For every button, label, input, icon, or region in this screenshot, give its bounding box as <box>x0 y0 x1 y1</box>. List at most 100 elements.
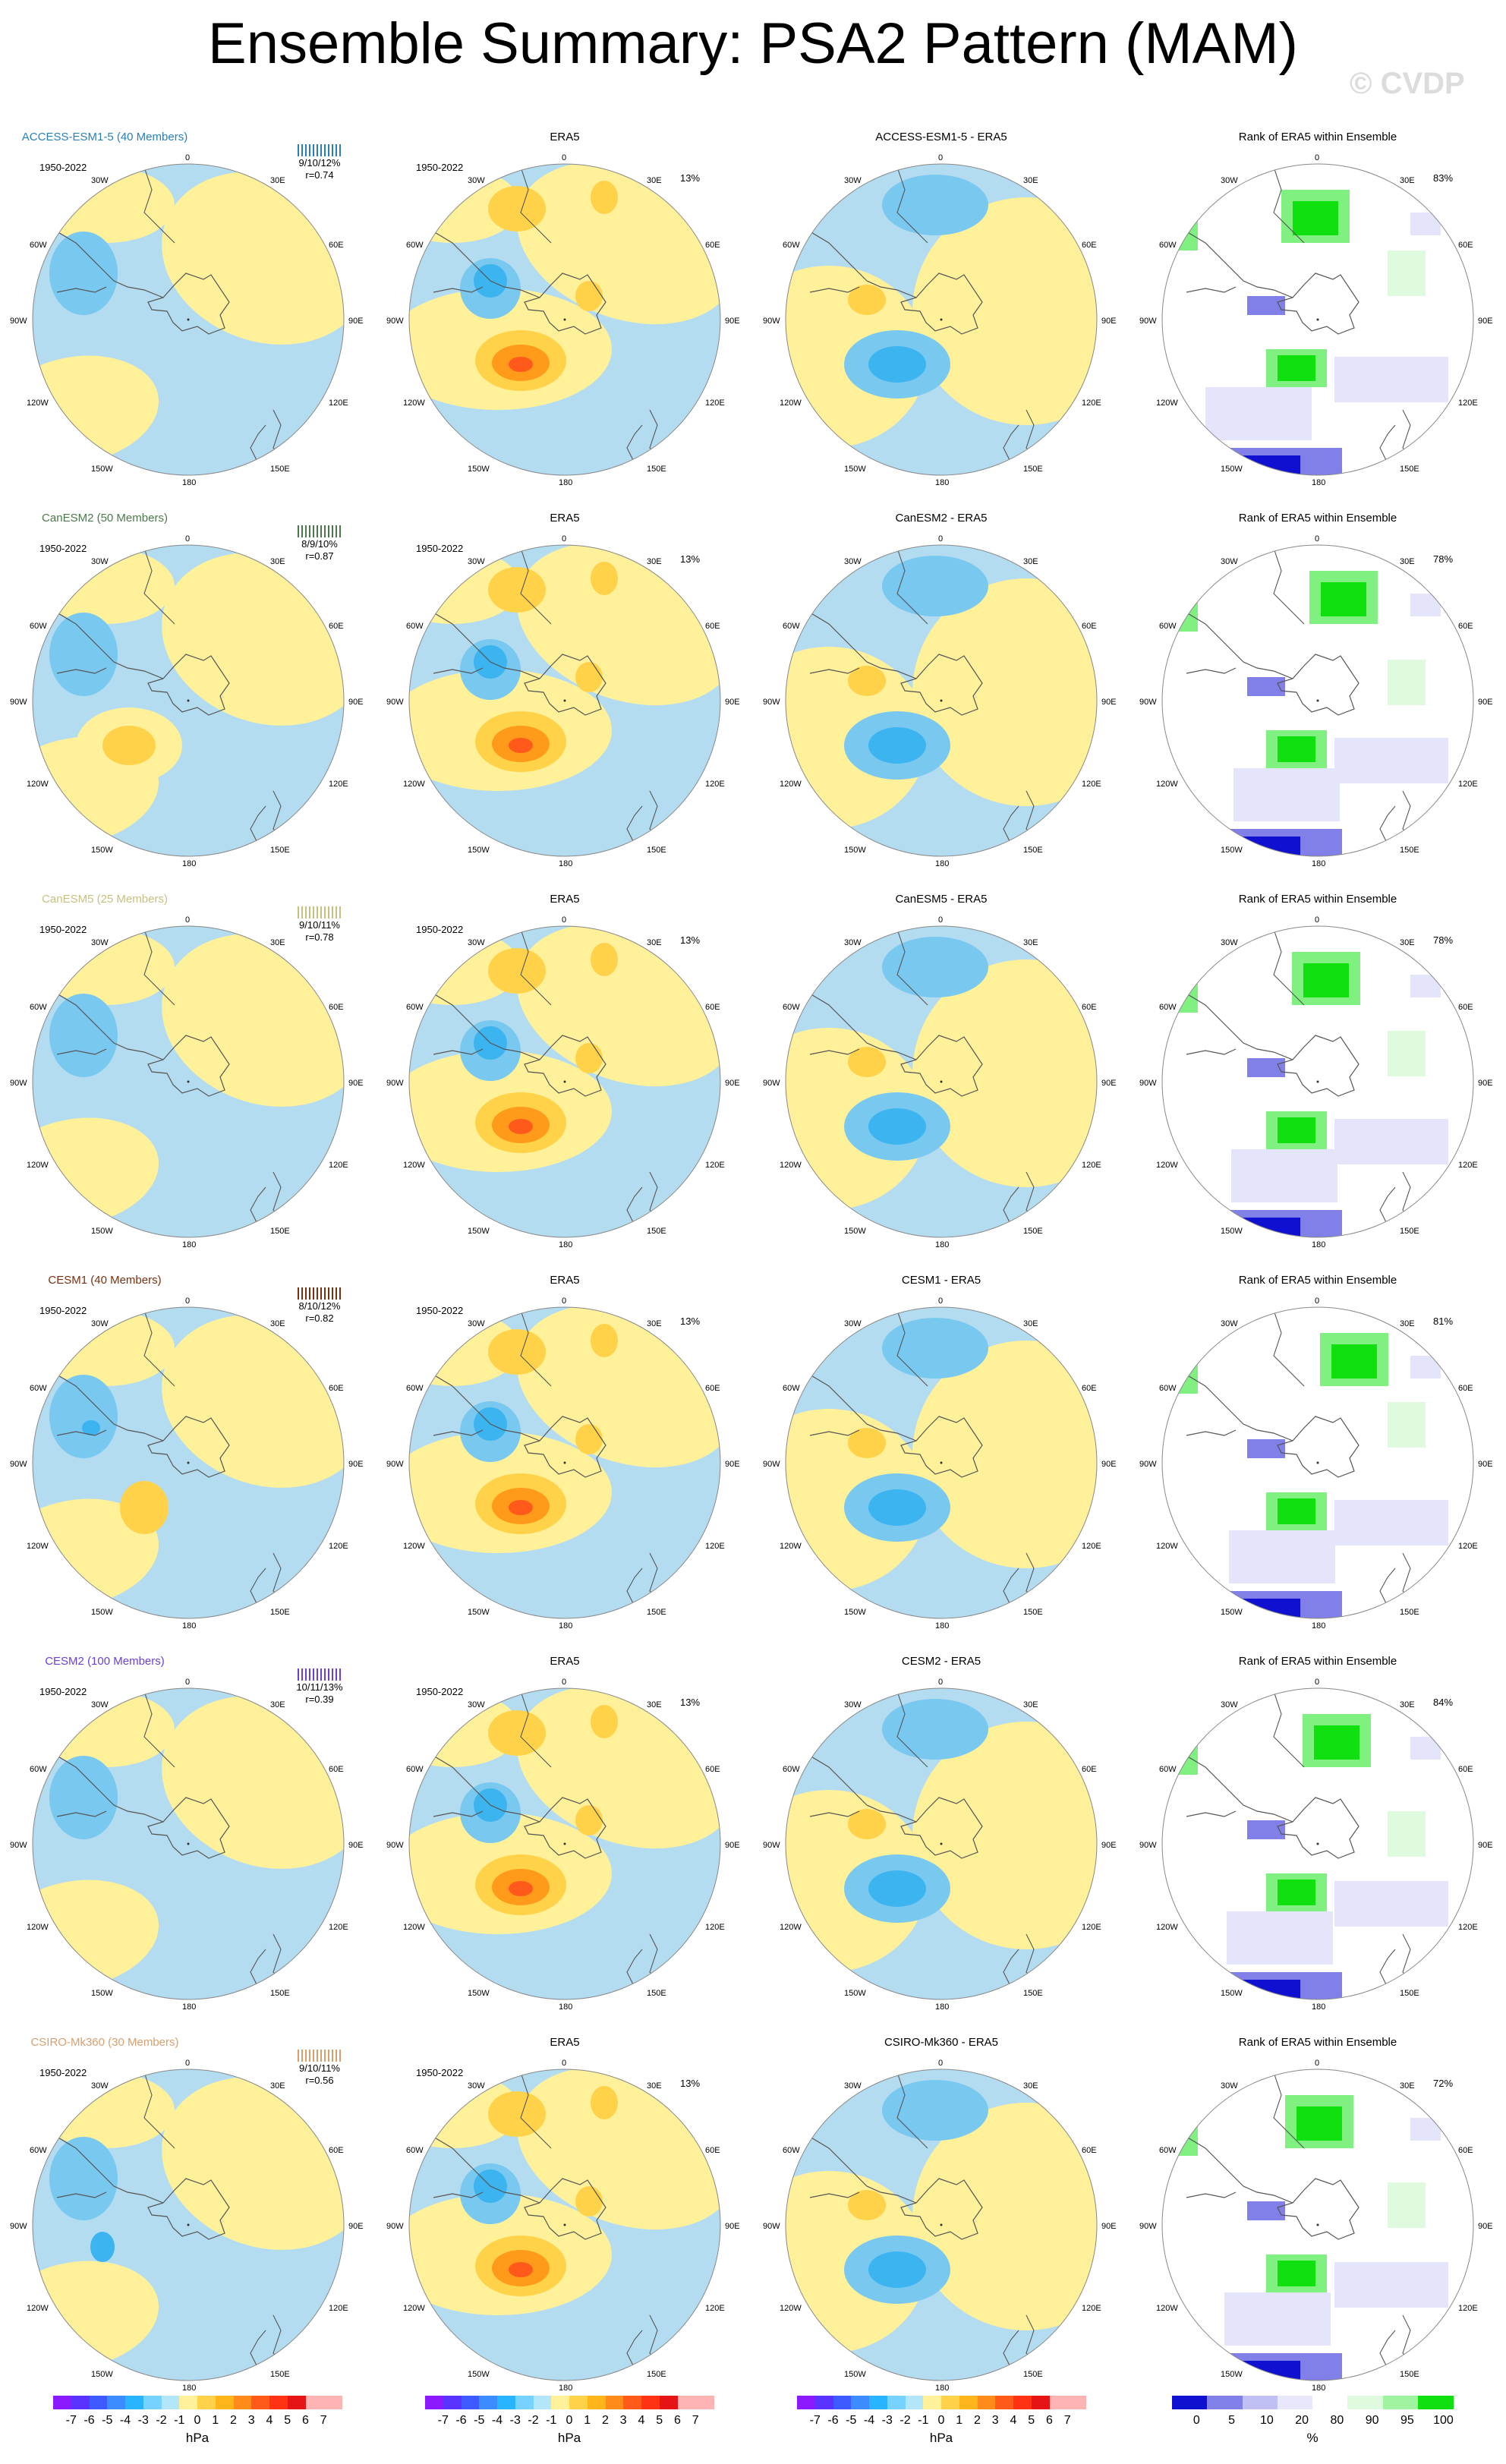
lon-label-l60w: 60W <box>783 2146 800 2155</box>
contour-region <box>575 1424 603 1454</box>
contour-region <box>49 232 118 315</box>
ensemble-spread-bar <box>298 2050 343 2062</box>
contour-region <box>848 1428 886 1458</box>
colorbar-swatch <box>179 2396 198 2409</box>
lon-label-r90e: 90E <box>725 698 740 707</box>
colorbar-tick-label: 2 <box>230 2414 237 2427</box>
contour-region <box>488 2091 546 2137</box>
lon-label-t30e: 30E <box>1400 557 1415 566</box>
pole-marker <box>563 1080 566 1083</box>
variance-stats: 8/9/10% <box>301 538 338 550</box>
lon-label-b150e: 150E <box>1023 2370 1043 2379</box>
map-frame <box>408 925 721 1238</box>
contour-region <box>575 2186 603 2217</box>
antarctica-coastline <box>900 1797 983 1859</box>
diff-panel-title: ACCESS-ESM1-5 - ERA5 <box>875 131 1007 143</box>
antarctica-coastline <box>147 273 230 335</box>
ensemble-spread-bar <box>298 906 343 918</box>
lon-label-r60e: 60E <box>1458 2146 1473 2155</box>
colorbar-swatch <box>1049 2396 1068 2409</box>
era5-panel-title: ERA5 <box>550 131 580 143</box>
diff-panel-title: CESM1 - ERA5 <box>901 1274 981 1287</box>
lon-label-l60w: 60W <box>1159 622 1177 631</box>
rank-panel: Rank of ERA5 within Ensemble 78% 0 30W 30E 60… <box>1130 876 1506 1257</box>
lon-label-l60w: 60W <box>406 241 424 250</box>
rank-map <box>1161 2069 1474 2381</box>
pole-marker <box>563 1842 566 1845</box>
lon-label-top: 0 <box>1315 153 1320 162</box>
colorbar-swatch <box>1207 2396 1243 2409</box>
map-frame <box>32 544 345 857</box>
south-america-coastline <box>433 1810 484 1817</box>
diff-map <box>785 1687 1098 2000</box>
lon-label-b150w: 150W <box>1221 1608 1243 1617</box>
pole-marker <box>1316 1461 1319 1464</box>
lon-label-b150w: 150W <box>1221 846 1243 855</box>
lon-label-bottom: 180 <box>559 2384 573 2393</box>
contour-region <box>509 1119 533 1134</box>
lon-label-bottom: 180 <box>182 859 197 868</box>
colorbar-swatch <box>323 2396 342 2409</box>
lon-label-top: 0 <box>562 1678 567 1687</box>
colorbar-swatch <box>1312 2396 1348 2409</box>
lon-label-t30w: 30W <box>1221 1319 1238 1328</box>
colorbar-swatch <box>425 2396 444 2409</box>
colorbar-swatch <box>1277 2396 1313 2409</box>
pole-marker <box>1316 1842 1319 1845</box>
colorbar-swatch <box>677 2396 696 2409</box>
lon-label-t30e: 30E <box>270 2081 285 2091</box>
peninsula-coastline <box>1182 610 1293 679</box>
contour-region <box>82 1420 100 1435</box>
colorbar-swatch <box>1172 2396 1208 2409</box>
coastline <box>1273 928 1305 1006</box>
lon-label-l90w: 90W <box>763 1460 780 1469</box>
colorbar-swatch <box>461 2396 480 2409</box>
pole-marker <box>187 1461 190 1464</box>
south-america-coastline <box>809 667 860 674</box>
map-frame <box>408 1306 721 1619</box>
rank-cell <box>1388 1811 1426 1857</box>
coastline <box>143 928 175 1006</box>
antarctica-coastline <box>1277 1416 1359 1478</box>
colorbar-tick-label: 6 <box>1046 2414 1053 2427</box>
peninsula-coastline <box>1182 228 1293 298</box>
peninsula-coastline <box>52 1372 164 1442</box>
south-america-coastline <box>56 1810 107 1817</box>
colorbar-tick-label: -5 <box>474 2414 485 2427</box>
contour-region <box>509 1881 533 1896</box>
lon-label-t30e: 30E <box>1400 2081 1415 2091</box>
rank-cell <box>1205 387 1312 440</box>
lon-label-b150e: 150E <box>1023 1989 1043 1998</box>
contour-region <box>882 2080 988 2141</box>
lon-label-l60w: 60W <box>406 2146 424 2155</box>
south-america-coastline <box>1186 1048 1237 1055</box>
lon-label-b150w: 150W <box>91 1989 113 1998</box>
lon-label-b150e: 150E <box>1023 1608 1043 1617</box>
lon-label-b150w: 150W <box>844 1608 866 1617</box>
colorbar-swatch <box>1031 2396 1050 2409</box>
peninsula-coastline <box>52 1753 164 1823</box>
map-frame <box>785 925 1098 1238</box>
watermark: © CVDP <box>1350 67 1465 100</box>
colorbar-swatch <box>887 2396 906 2409</box>
lon-label-top: 0 <box>562 1297 567 1306</box>
colorbar-tick-label: -2 <box>528 2414 539 2427</box>
correlation-stat: r=0.56 <box>305 2075 334 2086</box>
lon-label-b150w: 150W <box>844 1989 866 1998</box>
lon-label-l120w: 120W <box>780 1542 802 1551</box>
lon-label-l60w: 60W <box>406 1384 424 1393</box>
colorbar-tick-label: 0 <box>937 2414 945 2427</box>
lon-label-r90e: 90E <box>348 698 364 707</box>
rank-cell <box>1410 1356 1441 1379</box>
rank-cell <box>1278 2261 1315 2286</box>
rank-cell <box>1331 1344 1377 1379</box>
coastline <box>626 424 643 464</box>
model-panel-title: ACCESS-ESM1-5 (40 Members) <box>21 131 188 143</box>
lon-label-l60w: 60W <box>1159 241 1177 250</box>
colorbar-swatch <box>869 2396 888 2409</box>
antarctica-coastline <box>1277 2178 1359 2240</box>
colorbar-tick-label: 2 <box>602 2414 609 2427</box>
lon-label-t30w: 30W <box>91 176 109 185</box>
lon-label-l60w: 60W <box>30 622 47 631</box>
lon-label-t30e: 30E <box>1023 1700 1038 1709</box>
